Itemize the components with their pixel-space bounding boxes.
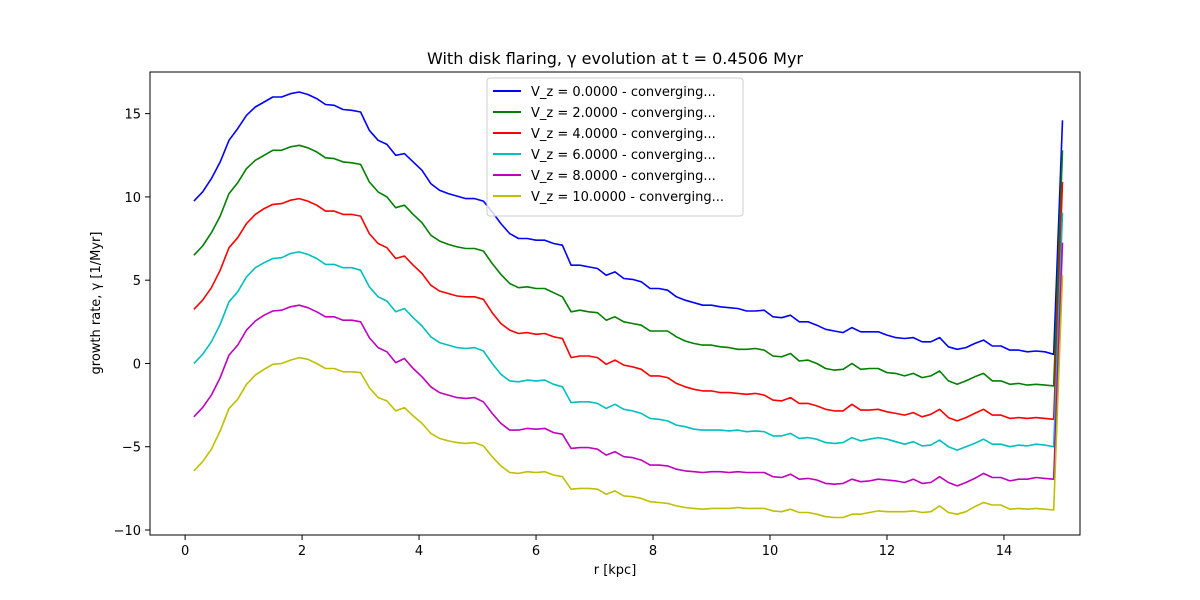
- x-tick-label: 8: [649, 544, 657, 559]
- y-tick-label: 10: [124, 191, 141, 206]
- plot-area-frame: [149, 71, 1081, 536]
- x-axis-label: r [kpc]: [594, 563, 637, 578]
- x-tick-label: 14: [996, 544, 1013, 559]
- series-line-2: [193, 181, 1064, 422]
- y-tick-label: 5: [133, 274, 141, 289]
- y-tick-label: −5: [122, 441, 141, 456]
- series-line-0: [193, 91, 1064, 356]
- legend-entry-label: V_z = 0.0000 - converging...: [531, 85, 716, 100]
- legend-entry-label: V_z = 10.0000 - converging...: [531, 190, 724, 205]
- legend-entry-label: V_z = 4.0000 - converging...: [531, 127, 716, 142]
- legend: V_z = 0.0000 - converging... V_z = 2.0000…: [486, 77, 744, 217]
- series-line-3: [193, 212, 1064, 451]
- y-axis: −10 −5 0 5 10 15: [114, 108, 150, 539]
- x-tick-label: 10: [762, 544, 779, 559]
- legend-box: [486, 77, 744, 217]
- x-tick-label: 4: [415, 544, 423, 559]
- legend-entry-label: V_z = 6.0000 - converging...: [531, 148, 716, 163]
- chart-title: With disk flaring, γ evolution at t = 0.…: [427, 49, 803, 68]
- legend-entry-label: V_z = 8.0000 - converging...: [531, 169, 716, 184]
- legend-entry-label: V_z = 2.0000 - converging...: [531, 106, 716, 121]
- y-axis-label: growth rate, γ [1/Myr]: [89, 232, 104, 375]
- x-axis: 0 2 4 6 8 10 12 14: [181, 535, 1012, 559]
- series-line-1: [193, 144, 1064, 387]
- y-tick-label: 0: [133, 357, 141, 372]
- x-tick-label: 12: [879, 544, 896, 559]
- series-line-5: [193, 275, 1064, 519]
- x-tick-label: 0: [181, 544, 189, 559]
- y-tick-label: −10: [114, 524, 141, 539]
- series-lines: [193, 91, 1064, 519]
- y-tick-label: 15: [124, 108, 141, 123]
- series-line-4: [193, 242, 1064, 487]
- x-tick-label: 2: [298, 544, 306, 559]
- x-tick-label: 6: [532, 544, 540, 559]
